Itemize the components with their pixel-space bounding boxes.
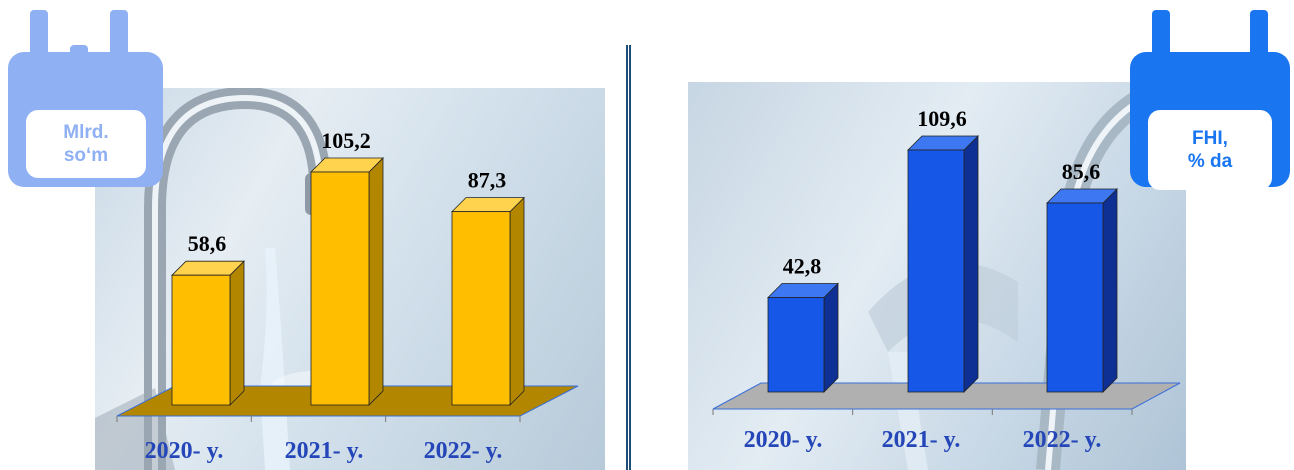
bar — [767, 297, 825, 393]
unit-label: FHI, % da — [1148, 110, 1272, 190]
calendar-icon — [30, 10, 48, 62]
data-label: 109,6 — [917, 106, 967, 131]
x-tick-label: 2021- y. — [285, 438, 364, 464]
bar — [310, 171, 370, 406]
bar-side — [963, 135, 979, 393]
calendar-ring — [110, 10, 128, 62]
data-label: 87,3 — [468, 168, 507, 193]
bar — [1046, 202, 1104, 393]
x-tick-label: 2020- y. — [744, 427, 823, 453]
bar — [451, 211, 511, 406]
panel-divider — [626, 45, 631, 470]
bar-side — [823, 282, 839, 393]
x-tick-label: 2020- y. — [145, 438, 224, 464]
bar — [171, 274, 231, 406]
x-tick-label: 2022- y. — [1023, 427, 1102, 453]
bar — [907, 149, 965, 393]
unit-label: Mlrd. so‘m — [26, 110, 146, 178]
data-label: 85,6 — [1062, 159, 1101, 184]
x-tick-label: 2021- y. — [882, 427, 961, 453]
data-label: 58,6 — [188, 231, 227, 256]
right-unit-badge: FHI, % da — [1130, 10, 1290, 190]
data-label: 105,2 — [321, 128, 371, 153]
left-unit-badge: Mlrd. so‘m — [8, 10, 163, 190]
calendar-ring — [1250, 10, 1268, 62]
bar-side — [1102, 188, 1118, 393]
data-label: 42,8 — [783, 253, 822, 278]
x-tick-label: 2022- y. — [424, 438, 503, 464]
calendar-icon — [1152, 10, 1170, 62]
